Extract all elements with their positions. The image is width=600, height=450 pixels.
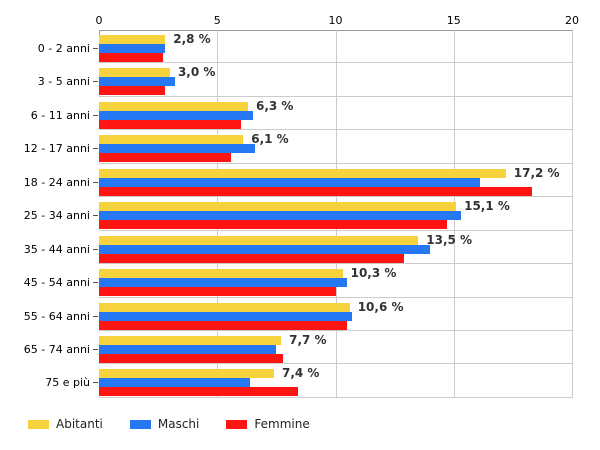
bar-value-label: 3,0 % <box>177 65 216 80</box>
bar-maschi <box>99 378 251 388</box>
category-label: 0 - 2 anni <box>37 42 90 55</box>
bar-value-label: 10,6 % <box>357 299 404 314</box>
x-axis-tick-label: 15 <box>446 14 461 27</box>
bar-maschi <box>99 144 256 154</box>
bar-femmine <box>99 119 241 129</box>
bar-value-label: 6,1 % <box>251 132 289 147</box>
bar-row: 12 - 17 anni 6,1 % <box>24 130 572 164</box>
bar-abitanti <box>99 35 166 44</box>
bar-maschi <box>99 211 461 221</box>
bar-maschi <box>99 44 166 53</box>
bar-maschi <box>99 244 431 254</box>
category-label: 6 - 11 anni <box>30 108 90 122</box>
category-label: 3 - 5 anni <box>37 75 90 89</box>
legend-label: Abitanti <box>56 417 103 431</box>
bar-row: 35 - 44 anni 13,5 % <box>24 231 572 265</box>
bar-abitanti <box>99 68 170 78</box>
bar-row: 18 - 24 anni 17,2 % <box>24 164 572 198</box>
bar-abitanti <box>99 202 457 212</box>
bar-value-label: 6,3 % <box>255 98 294 113</box>
category-label: 18 - 24 anni <box>23 175 90 189</box>
bar-row: 0 - 2 anni 2,8 % <box>38 30 572 64</box>
x-axis-tick-label: 20 <box>565 14 579 27</box>
bar-femmine <box>99 287 336 297</box>
bar-row: 45 - 54 anni 10,3 % <box>24 264 572 298</box>
bar-maschi <box>99 344 277 354</box>
bar-row: 3 - 5 anni 3,0 % <box>38 63 572 97</box>
category-label: 12 - 17 anni <box>23 142 90 156</box>
bar-femmine <box>99 220 447 230</box>
bar-maschi <box>99 110 253 120</box>
bar-value-label: 13,5 % <box>426 232 473 247</box>
category-tick-dash <box>93 248 98 250</box>
category-tick-dash <box>93 215 98 217</box>
legend-item: Maschi <box>129 417 200 431</box>
bar-value-label: 7,7 % <box>289 332 327 347</box>
gridline <box>572 30 573 398</box>
category-tick-dash <box>93 181 98 183</box>
legend-label: Maschi <box>157 417 200 431</box>
bar-value-label: 10,3 % <box>350 266 397 281</box>
x-axis-tick-label: 0 <box>95 14 103 27</box>
bar-maschi <box>99 77 175 87</box>
legend-swatch <box>28 419 49 429</box>
plot-area: 0 - 2 anni 2,8 % 3 - 5 anni 3,0 % 6 - 11 ann… <box>24 30 573 398</box>
category-label: 55 - 64 anni <box>23 309 90 323</box>
category-label: 75 e più <box>45 376 90 390</box>
legend-swatch <box>226 419 248 429</box>
bar-femmine <box>99 86 166 96</box>
bar-femmine <box>99 53 163 62</box>
bar-value-label: 7,4 % <box>282 366 320 381</box>
bar-femmine <box>99 253 405 263</box>
x-axis-tick-mark <box>99 30 100 35</box>
bar-abitanti <box>99 269 343 279</box>
bar-maschi <box>99 177 480 187</box>
bar-row: 6 - 11 anni 6,3 % <box>31 97 572 131</box>
legend-item: Abitanti <box>28 417 103 431</box>
category-tick-dash <box>93 148 98 150</box>
legend-label: Femmine <box>254 417 310 431</box>
x-axis-tick-label: 10 <box>328 14 343 27</box>
bar-abitanti <box>99 235 419 245</box>
bar-maschi <box>99 311 353 321</box>
category-tick-dash <box>93 382 98 384</box>
legend: Abitanti Maschi Femmine <box>28 417 310 431</box>
category-tick-dash <box>93 348 98 350</box>
bar-row: 55 - 64 anni 10,6 % <box>24 298 572 331</box>
category-label: 35 - 44 anni <box>23 242 90 256</box>
bar-abitanti <box>99 168 506 178</box>
x-axis-tick-label: 5 <box>213 14 221 27</box>
category-tick-dash <box>93 282 98 284</box>
bar-abitanti <box>99 101 248 111</box>
category-tick-dash <box>93 114 98 116</box>
legend-swatch <box>129 419 151 429</box>
category-label: 45 - 54 anni <box>23 276 90 290</box>
bar-femmine <box>99 387 298 397</box>
category-tick-dash <box>93 315 98 317</box>
bar-femmine <box>99 153 232 163</box>
bar-value-label: 2,8 % <box>173 32 211 46</box>
bar-row: 65 - 74 anni 7,7 % <box>24 331 572 365</box>
category-label: 25 - 34 anni <box>23 209 90 223</box>
bar-value-label: 15,1 % <box>464 199 510 214</box>
bar-maschi <box>99 278 348 288</box>
category-label: 65 - 74 anni <box>23 342 90 356</box>
bar-abitanti <box>99 335 282 345</box>
bar-femmine <box>99 320 348 330</box>
bar-femmine <box>99 353 284 363</box>
bar-row: 75 e più 7,4 % <box>45 364 572 398</box>
bar-value-label: 17,2 % <box>513 165 560 180</box>
bar-femmine <box>99 186 532 196</box>
bar-abitanti <box>99 302 350 312</box>
legend-item: Femmine <box>226 417 310 431</box>
bar-abitanti <box>99 135 244 145</box>
category-tick-dash <box>93 81 98 83</box>
bar-row: 25 - 34 anni 15,1 % <box>24 197 572 231</box>
category-tick-dash <box>93 48 98 49</box>
bar-abitanti <box>99 369 274 379</box>
